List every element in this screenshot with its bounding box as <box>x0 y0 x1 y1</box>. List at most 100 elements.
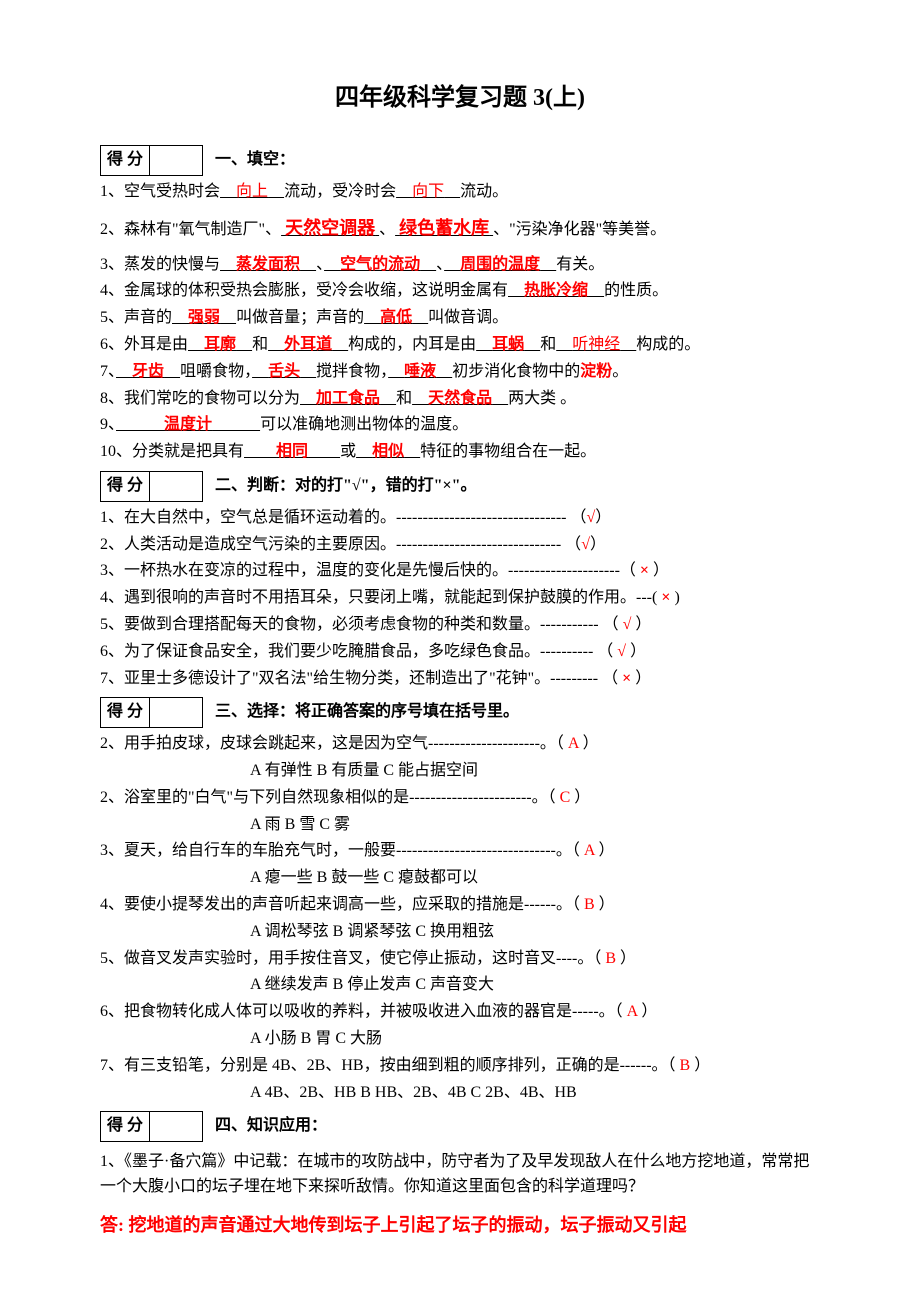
text: 1、空气受热时会 <box>100 183 220 200</box>
choice-q5: 5、做音叉发声实验时，用手按住音叉，使它停止振动，这时音叉----。（ B ） <box>100 947 820 972</box>
answer: B <box>680 1057 691 1074</box>
judge-q3: 3、一杯热水在变凉的过程中，温度的变化是先慢后快的。--------------… <box>100 559 820 584</box>
text: 两大类 。 <box>508 390 576 407</box>
text: 2、用手拍皮球，皮球会跳起来，这是因为空气-------------------… <box>100 735 568 752</box>
text: 初步消化食物中的 <box>452 363 580 380</box>
choice-q5-options: A 继续发声 B 停止发声 C 声音变大 <box>100 973 820 998</box>
section-2-title: 二、判断：对的打"√"，错的打"×"。 <box>215 474 476 499</box>
text: 叫做音量；声音的 <box>236 309 364 326</box>
text: 2、森林有"氧气制造厂"、 <box>100 221 281 238</box>
section-1-title: 一、填空： <box>215 148 295 173</box>
answer: 空气的流动 <box>340 256 420 273</box>
score-label: 得 分 <box>101 698 150 727</box>
text: ） <box>649 562 669 579</box>
fill-q1: 1、空气受热时会 向上 流动，受冷时会 向下 流动。 <box>100 180 820 205</box>
text: 。 <box>612 363 628 380</box>
fill-q7: 7、 牙齿 咀嚼食物， 舌头 搅拌食物， 唾液 初步消化食物中的淀粉。 <box>100 360 820 385</box>
text: ） <box>595 842 615 859</box>
fill-q4: 4、金属球的体积受热会膨胀，受冷会收缩，这说明金属有 热胀冷缩 的性质。 <box>100 279 820 304</box>
text: 2、浴室里的"白气"与下列自然现象相似的是-------------------… <box>100 789 560 806</box>
text: 、 <box>436 256 444 273</box>
score-label: 得 分 <box>101 472 150 501</box>
page-title: 四年级科学复习题 3(上) <box>100 80 820 117</box>
text: ） <box>590 536 606 553</box>
fill-q9: 9、 温度计 可以准确地测出物体的温度。 <box>100 413 820 438</box>
text: 2、人类活动是造成空气污染的主要原因。---------------------… <box>100 536 581 553</box>
choice-q7: 7、有三支铅笔，分别是 4B、2B、HB，按由细到粗的顺序排列，正确的是----… <box>100 1054 820 1079</box>
answer: 牙齿 <box>132 363 164 380</box>
text: 的性质。 <box>604 282 668 299</box>
judge-q2: 2、人类活动是造成空气污染的主要原因。---------------------… <box>100 533 820 558</box>
answer: B <box>605 950 616 967</box>
fill-q8: 8、我们常吃的食物可以分为 加工食品 和 天然食品 两大类 。 <box>100 387 820 412</box>
answer: 相同 <box>276 443 308 460</box>
text: 有关。 <box>556 256 604 273</box>
text: ） <box>690 1057 710 1074</box>
text: ） <box>631 616 651 633</box>
text: 9、 <box>100 416 116 433</box>
text: 4、金属球的体积受热会膨胀，受冷会收缩，这说明金属有 <box>100 282 508 299</box>
answer: A <box>568 735 579 752</box>
text: 流动。 <box>460 183 508 200</box>
section-4-title: 四、知识应用： <box>215 1114 327 1139</box>
fill-q2: 2、森林有"氧气制造厂"、 天然空调器 、 绿色蓄水库 、"污染净化器"等美誉。 <box>100 215 820 243</box>
choice-q4: 4、要使小提琴发出的声音听起来调高一些，应采取的措施是------。（ B ） <box>100 893 820 918</box>
text: ） <box>637 1003 657 1020</box>
choice-q3-options: A 瘪一些 B 鼓一些 C 瘪鼓都可以 <box>100 866 820 891</box>
text: 搅拌食物， <box>316 363 388 380</box>
text: 6、为了保证食品安全，我们要少吃腌腊食品，多吃绿色食品。---------- （ <box>100 643 617 660</box>
choice-q7-options: A 4B、2B、HB B HB、2B、4B C 2B、4B、HB <box>100 1081 820 1106</box>
score-value <box>150 472 202 501</box>
answer: 热胀冷缩 <box>524 282 588 299</box>
fill-q10: 10、分类就是把具有 相同 或 相似 特征的事物组合在一起。 <box>100 440 820 465</box>
app-a1: 答: 挖地道的声音通过大地传到坛子上引起了坛子的振动，坛子振动又引起 <box>100 1212 820 1240</box>
score-box: 得 分 <box>100 1111 203 1142</box>
section-1-header: 得 分 一、填空： <box>100 145 820 176</box>
answer: A <box>627 1003 638 1020</box>
choice-q6-options: A 小肠 B 胃 C 大肠 <box>100 1027 820 1052</box>
section-2-header: 得 分 二、判断：对的打"√"，错的打"×"。 <box>100 471 820 502</box>
score-label: 得 分 <box>101 1112 150 1141</box>
score-box: 得 分 <box>100 145 203 176</box>
text: 或 <box>340 443 356 460</box>
text: 3、一杯热水在变凉的过程中，温度的变化是先慢后快的。--------------… <box>100 562 640 579</box>
answer: C <box>560 789 571 806</box>
choice-q4-options: A 调松琴弦 B 调紧琴弦 C 换用粗弦 <box>100 920 820 945</box>
answer: 唾液 <box>404 363 436 380</box>
answer: 绿色蓄水库 <box>399 218 489 238</box>
answer: 天然食品 <box>428 390 492 407</box>
text: 构成的，内耳是由 <box>348 336 476 353</box>
fill-q3: 3、蒸发的快慢与 蒸发面积 、 空气的流动 、 周围的温度 有关。 <box>100 253 820 278</box>
section-4-header: 得 分 四、知识应用： <box>100 1111 820 1142</box>
answer: B <box>584 896 595 913</box>
answer: 相似 <box>372 443 404 460</box>
answer: 向下 <box>412 183 444 200</box>
text: 6、外耳是由 <box>100 336 188 353</box>
text: 3、夏天，给自行车的车胎充气时，一般要---------------------… <box>100 842 584 859</box>
answer: 加工食品 <box>316 390 380 407</box>
fill-q5: 5、声音的 强弱 叫做音量；声音的 高低 叫做音调。 <box>100 306 820 331</box>
text: ） <box>631 670 651 687</box>
answer: 天然空调器 <box>285 218 375 238</box>
text: 7、有三支铅笔，分别是 4B、2B、HB，按由细到粗的顺序排列，正确的是----… <box>100 1057 680 1074</box>
text: 特征的事物组合在一起。 <box>420 443 596 460</box>
score-value <box>150 1112 202 1141</box>
answer: 强弱 <box>188 309 220 326</box>
text: 4、要使小提琴发出的声音听起来调高一些，应采取的措施是------。（ <box>100 896 584 913</box>
answer: √ <box>617 643 626 660</box>
text: 、 <box>379 221 395 238</box>
score-box: 得 分 <box>100 697 203 728</box>
answer: × <box>640 562 649 579</box>
answer: 耳蜗 <box>492 336 524 353</box>
answer: 向上 <box>236 183 268 200</box>
answer: 蒸发面积 <box>236 256 300 273</box>
text: 可以准确地测出物体的温度。 <box>260 416 468 433</box>
text: ） <box>626 643 646 660</box>
text: ） <box>570 789 590 806</box>
answer: √ <box>581 536 590 553</box>
text: 和 <box>252 336 268 353</box>
text: 和 <box>540 336 556 353</box>
choice-q1-options: A 有弹性 B 有质量 C 能占据空间 <box>100 759 820 784</box>
answer: 外耳道 <box>284 336 332 353</box>
judge-q5: 5、要做到合理搭配每天的食物，必须考虑食物的种类和数量。----------- … <box>100 613 820 638</box>
